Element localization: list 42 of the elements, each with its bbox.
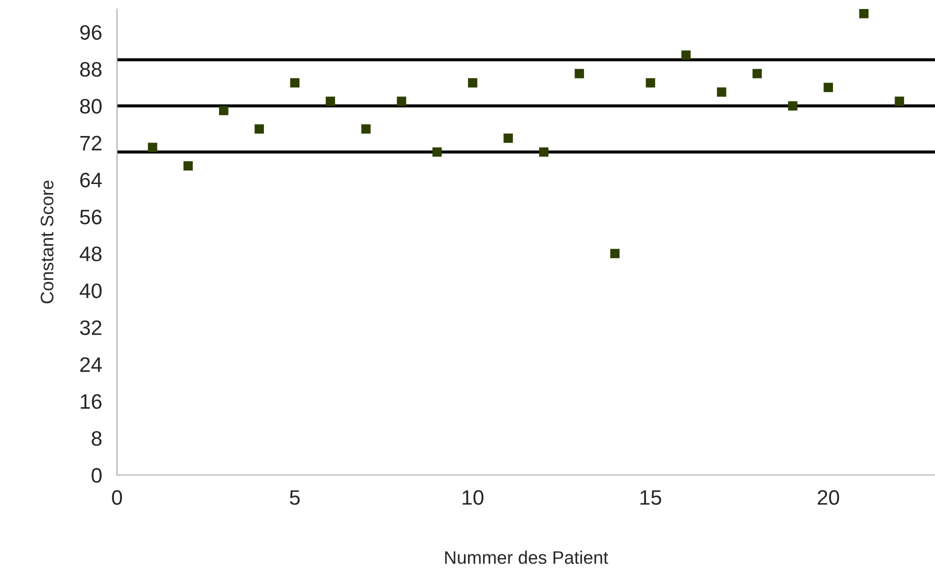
y-tick-label: 0 xyxy=(92,468,102,483)
x-tick-label: 20 xyxy=(818,490,840,505)
y-tick-label: 8 xyxy=(92,431,102,446)
point xyxy=(148,142,158,152)
point xyxy=(504,134,513,143)
point xyxy=(396,96,406,106)
point xyxy=(219,106,228,116)
point xyxy=(468,78,478,88)
point xyxy=(432,147,442,157)
x-tick-label: 15 xyxy=(640,490,662,505)
y-axis-title: Constant Score xyxy=(40,180,54,304)
x-tick-label: 10 xyxy=(462,490,484,505)
point xyxy=(610,248,620,258)
y-tick-label: 64 xyxy=(80,172,102,188)
point xyxy=(646,78,656,88)
point xyxy=(326,96,336,106)
y-tick-label: 32 xyxy=(80,320,102,336)
y-tick-label: 72 xyxy=(80,136,102,150)
point xyxy=(290,78,300,88)
point xyxy=(752,68,762,78)
point xyxy=(788,101,798,111)
point xyxy=(894,96,904,106)
point xyxy=(361,124,371,134)
y-tick-label: 16 xyxy=(80,394,102,409)
point xyxy=(859,9,869,18)
y-tick-label: 40 xyxy=(80,283,102,298)
y-tick-label: 24 xyxy=(80,357,102,372)
y-tick-label: 48 xyxy=(80,246,102,262)
y-tick-label: 96 xyxy=(80,25,102,40)
x-axis-title: Nummer des Patient xyxy=(445,550,608,564)
point xyxy=(183,161,193,171)
y-tick-label: 80 xyxy=(80,98,102,114)
point xyxy=(824,82,833,92)
y-tick-label: 88 xyxy=(80,62,102,77)
point xyxy=(254,124,264,134)
point xyxy=(681,50,691,60)
point xyxy=(574,68,584,78)
x-tick-label: 0 xyxy=(112,490,122,505)
y-tick-label: 56 xyxy=(80,210,102,224)
x-tick-label: 5 xyxy=(290,490,300,505)
point xyxy=(716,87,726,97)
point xyxy=(539,147,548,157)
